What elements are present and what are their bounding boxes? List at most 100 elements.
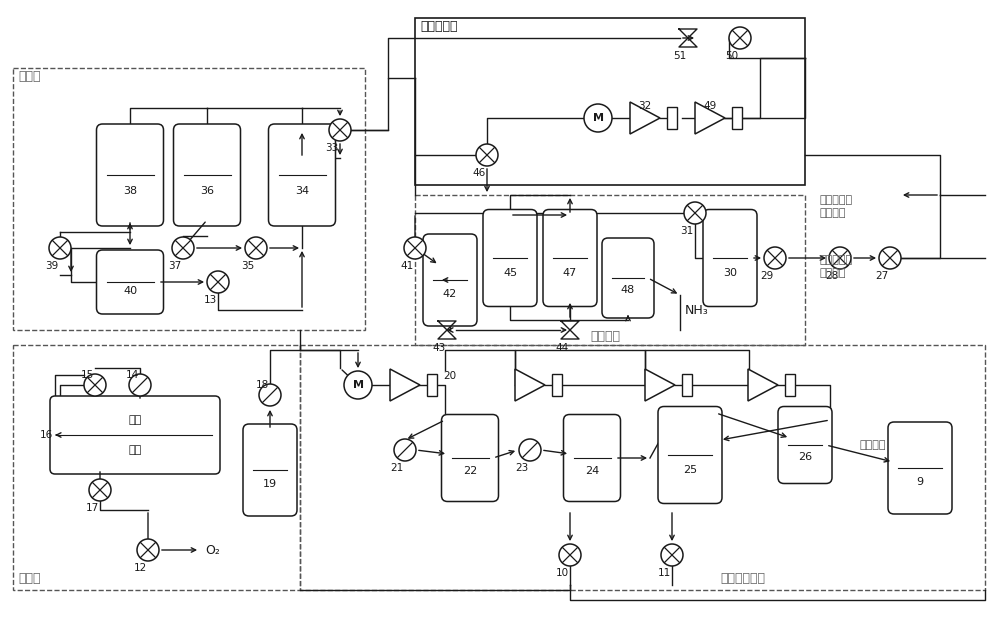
- Text: O₂: O₂: [205, 543, 220, 556]
- FancyBboxPatch shape: [778, 406, 832, 484]
- Circle shape: [137, 539, 159, 561]
- Circle shape: [729, 27, 751, 49]
- Text: 49: 49: [703, 101, 717, 111]
- Bar: [13, 68, 365, 330]
- Text: 液氨精制: 液氨精制: [590, 330, 620, 343]
- Text: 14: 14: [125, 370, 139, 380]
- Text: 空气分离系: 空气分离系: [820, 255, 853, 265]
- FancyBboxPatch shape: [268, 124, 336, 226]
- Polygon shape: [645, 369, 675, 401]
- FancyBboxPatch shape: [243, 424, 297, 516]
- Text: 28: 28: [825, 271, 839, 281]
- Text: 31: 31: [680, 226, 694, 236]
- Text: 统来氧气: 统来氧气: [820, 208, 846, 218]
- Circle shape: [129, 374, 151, 396]
- Text: 17: 17: [85, 503, 99, 513]
- Text: 38: 38: [123, 186, 137, 196]
- Circle shape: [49, 237, 71, 259]
- Text: 空气分离系: 空气分离系: [820, 195, 853, 205]
- Text: 34: 34: [295, 186, 309, 196]
- Polygon shape: [390, 369, 420, 401]
- Text: 46: 46: [472, 168, 486, 178]
- Circle shape: [245, 237, 267, 259]
- Text: 27: 27: [875, 271, 889, 281]
- Text: 13: 13: [203, 295, 217, 305]
- Text: 36: 36: [200, 186, 214, 196]
- Text: 21: 21: [390, 463, 404, 473]
- Text: 统来氮气: 统来氮气: [820, 268, 846, 278]
- FancyBboxPatch shape: [543, 210, 597, 307]
- Circle shape: [172, 237, 194, 259]
- Bar: [732, 107, 742, 129]
- Bar: [13, 345, 300, 590]
- Bar: [667, 107, 677, 129]
- Circle shape: [404, 237, 426, 259]
- Text: 25: 25: [683, 466, 697, 475]
- Polygon shape: [695, 102, 725, 134]
- Bar: [415, 18, 805, 185]
- Text: 19: 19: [263, 480, 277, 489]
- Text: 29: 29: [760, 271, 774, 281]
- Circle shape: [559, 544, 581, 566]
- Text: 39: 39: [45, 261, 59, 271]
- FancyBboxPatch shape: [564, 415, 620, 502]
- FancyBboxPatch shape: [96, 124, 164, 226]
- Text: 氨合成: 氨合成: [18, 70, 40, 83]
- Polygon shape: [515, 369, 545, 401]
- Text: 10: 10: [555, 568, 569, 578]
- Bar: [552, 374, 562, 396]
- Circle shape: [476, 144, 498, 166]
- Text: 32: 32: [638, 101, 652, 111]
- Text: 15: 15: [80, 370, 94, 380]
- Circle shape: [829, 247, 851, 269]
- Circle shape: [89, 479, 111, 501]
- Polygon shape: [748, 369, 778, 401]
- FancyBboxPatch shape: [50, 396, 220, 474]
- FancyBboxPatch shape: [96, 250, 164, 314]
- Circle shape: [879, 247, 901, 269]
- Circle shape: [344, 371, 372, 399]
- Text: 40: 40: [123, 286, 137, 296]
- Text: 50: 50: [725, 51, 739, 61]
- Circle shape: [584, 104, 612, 132]
- Text: 37: 37: [168, 261, 182, 271]
- Circle shape: [207, 271, 229, 293]
- Bar: [785, 374, 795, 396]
- Bar: [682, 374, 692, 396]
- Bar: [427, 374, 437, 396]
- FancyBboxPatch shape: [703, 210, 757, 307]
- Text: 11: 11: [657, 568, 671, 578]
- Polygon shape: [630, 102, 660, 134]
- Text: 水电解: 水电解: [18, 572, 40, 585]
- Text: 9: 9: [916, 477, 924, 487]
- Text: 24: 24: [585, 467, 599, 476]
- Text: 47: 47: [563, 268, 577, 278]
- Text: M: M: [352, 380, 364, 390]
- Text: 43: 43: [432, 343, 446, 353]
- Text: 45: 45: [503, 268, 517, 278]
- Circle shape: [684, 202, 706, 224]
- FancyBboxPatch shape: [602, 238, 654, 318]
- Text: 压缩及水分离: 压缩及水分离: [720, 572, 765, 585]
- Text: 41: 41: [400, 261, 414, 271]
- Circle shape: [84, 374, 106, 396]
- Circle shape: [661, 544, 683, 566]
- Text: 阴极: 阴极: [128, 445, 142, 455]
- Circle shape: [394, 439, 416, 461]
- Circle shape: [329, 119, 351, 141]
- Text: 26: 26: [798, 451, 812, 462]
- Text: 16: 16: [39, 430, 53, 440]
- Text: 18: 18: [255, 380, 269, 390]
- Text: 进料水笱: 进料水笱: [860, 440, 887, 450]
- Bar: [415, 195, 805, 345]
- FancyBboxPatch shape: [174, 124, 240, 226]
- Circle shape: [764, 247, 786, 269]
- Text: 阳极: 阳极: [128, 415, 142, 425]
- Circle shape: [519, 439, 541, 461]
- Text: 35: 35: [241, 261, 255, 271]
- Text: 44: 44: [555, 343, 569, 353]
- Bar: [300, 345, 985, 590]
- Text: 23: 23: [515, 463, 529, 473]
- Text: 20: 20: [443, 371, 457, 381]
- FancyBboxPatch shape: [442, 415, 498, 502]
